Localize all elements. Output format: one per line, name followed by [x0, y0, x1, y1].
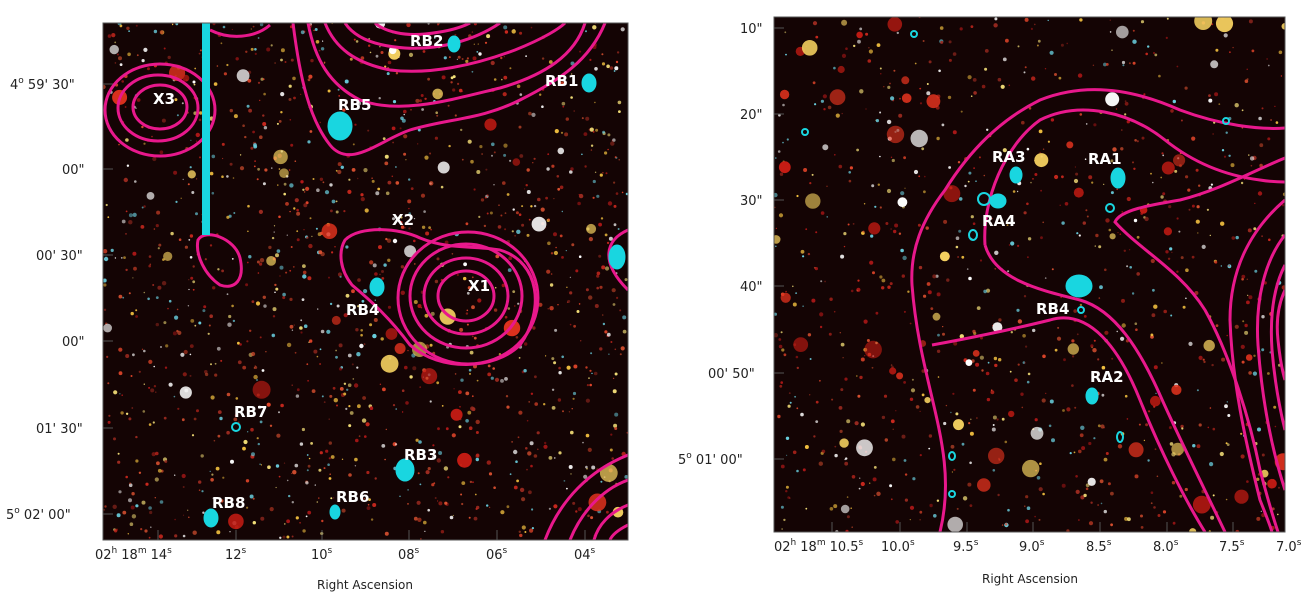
right-dec-tick-5: 5o 01' 00" — [678, 451, 743, 468]
right-ra-tick-4: 8.5s — [1086, 538, 1112, 555]
left-image-panel: X3 RB2 RB1 RB5 X2 X1 RB4 RB7 RB3 RB8 RB6… — [0, 0, 640, 597]
rb7-marker — [231, 422, 241, 432]
left-dec-tick-1: 00" — [62, 163, 85, 178]
right-dec-tick-3: 40" — [740, 280, 763, 295]
source-label-x2: X2 — [392, 211, 414, 229]
rb3-marker — [395, 458, 415, 482]
right-ra-tick-1: 10.0s — [881, 538, 915, 555]
left-dec-tick-0: 4o 59' 30" — [10, 76, 75, 93]
right-frame — [773, 16, 1286, 533]
source-label-rb1: RB1 — [545, 72, 578, 90]
rb4-marker — [369, 277, 385, 297]
source-label-rb4: RB4 — [346, 301, 379, 319]
right-cyan-sources — [801, 30, 1230, 498]
left-dec-tick-3: 00" — [62, 335, 85, 350]
left-ra-tick-2: 10s — [311, 546, 333, 563]
left-dec-tick-5: 5o 02' 00" — [6, 506, 71, 523]
right-dec-tick-0: 10" — [740, 22, 763, 37]
left-dec-tick-4: 01' 30" — [36, 422, 83, 437]
left-ra-tick-1: 12s — [225, 546, 247, 563]
left-ra-tick-5: 04s — [574, 546, 596, 563]
left-cyan-sources — [203, 35, 626, 528]
right-x-axis-title: Right Ascension — [982, 572, 1078, 586]
source-label-ra4: RA4 — [982, 212, 1016, 230]
rb4-right-marker — [1065, 274, 1093, 298]
left-image-background — [103, 23, 628, 540]
source-label-ra1: RA1 — [1088, 150, 1122, 168]
right-ra-tick-6: 7.5s — [1219, 538, 1245, 555]
left-dec-tick-2: 00' 30" — [36, 249, 83, 264]
left-tick-marks — [103, 83, 586, 540]
right-dec-tick-4: 00' 50" — [708, 367, 755, 382]
cyan-streak — [202, 23, 210, 235]
source-label-rb2: RB2 — [410, 32, 443, 50]
ra3-marker — [1009, 166, 1023, 184]
source-label-rb4-right: RB4 — [1036, 300, 1069, 318]
right-ra-tick-7: 7.0s — [1276, 538, 1302, 555]
ra1-marker — [1110, 167, 1126, 189]
left-frame — [102, 22, 629, 541]
rb2-marker — [447, 35, 461, 53]
left-ra-tick-0: 02h 18m 14s — [95, 546, 172, 563]
left-x-axis-title: Right Ascension — [317, 578, 413, 592]
ra4-marker — [989, 193, 1007, 209]
left-ra-tick-3: 08s — [398, 546, 420, 563]
source-label-x1: X1 — [468, 277, 490, 295]
left-ra-tick-4: 06s — [486, 546, 508, 563]
right-contours — [910, 88, 1285, 532]
right-image-background — [774, 17, 1285, 532]
rb1-marker — [581, 73, 597, 93]
source-label-ra2: RA2 — [1090, 368, 1124, 386]
edge-marker — [608, 244, 626, 270]
rb5-marker — [327, 111, 353, 141]
source-label-x3: X3 — [153, 90, 175, 108]
right-ra-tick-2: 9.5s — [953, 538, 979, 555]
source-label-rb5: RB5 — [338, 96, 371, 114]
ra4-marker-ring — [977, 192, 991, 206]
right-image-panel: RA3 RA1 RA4 RB4 RA2 02h 18m 10.5s 10.0s 9.… — [660, 0, 1309, 597]
rb8-marker — [203, 508, 219, 528]
right-ra-tick-3: 9.0s — [1019, 538, 1045, 555]
right-dec-tick-2: 30" — [740, 194, 763, 209]
source-label-rb7: RB7 — [234, 403, 267, 421]
right-figure: RA3 RA1 RA4 RB4 RA2 02h 18m 10.5s 10.0s 9.… — [678, 16, 1302, 586]
left-figure: X3 RB2 RB1 RB5 X2 X1 RB4 RB7 RB3 RB8 RB6… — [6, 22, 629, 592]
source-label-rb8: RB8 — [212, 494, 245, 512]
right-tick-marks — [774, 27, 1234, 532]
left-contours — [103, 23, 628, 540]
right-ra-tick-5: 8.0s — [1153, 538, 1179, 555]
right-dec-tick-1: 20" — [740, 108, 763, 123]
ra2-marker — [1085, 387, 1099, 405]
left-star-field — [103, 23, 628, 540]
rb6-marker — [329, 504, 341, 520]
source-label-ra3: RA3 — [992, 148, 1026, 166]
right-ra-tick-0: 02h 18m 10.5s — [774, 538, 864, 555]
source-label-rb3: RB3 — [404, 446, 437, 464]
source-label-rb6: RB6 — [336, 488, 369, 506]
